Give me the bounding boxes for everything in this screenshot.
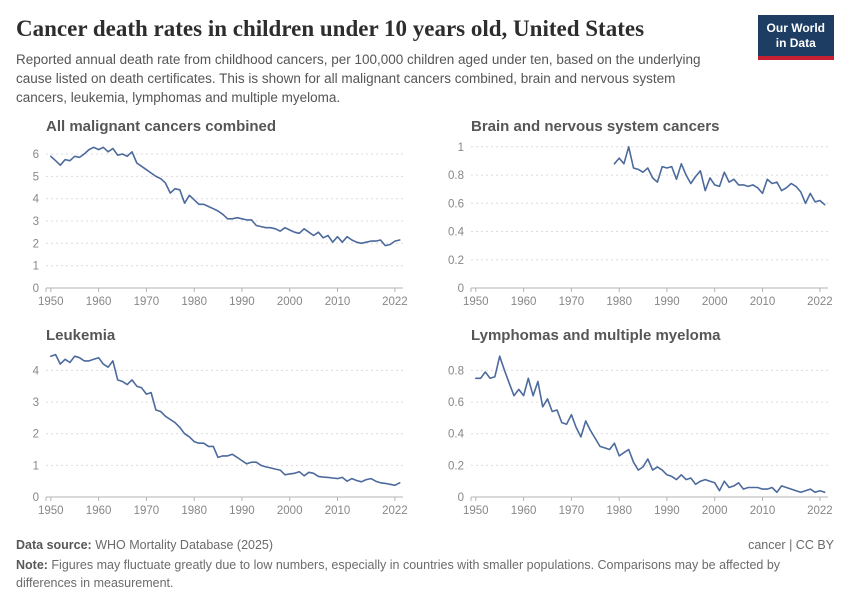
y-tick-label: 0.8 <box>448 366 464 378</box>
x-tick-label: 2022 <box>807 296 833 308</box>
y-tick-label: 1 <box>33 461 39 473</box>
x-tick-label: 2022 <box>382 505 408 517</box>
y-tick-label: 1 <box>458 142 464 154</box>
y-tick-label: 6 <box>33 149 39 161</box>
facet-lymphomas-myeloma: Lymphomas and multiple myeloma 0 0.2 0.4 0.… <box>441 327 836 528</box>
facet-title: Lymphomas and multiple myeloma <box>471 327 721 345</box>
y-tick-label: 0.4 <box>448 227 465 239</box>
x-tick-label: 1960 <box>86 505 112 517</box>
chart-footer: Data source: WHO Mortality Database (202… <box>16 538 834 593</box>
x-tick-label: 1960 <box>86 296 112 308</box>
y-tick-label: 0.2 <box>448 255 464 267</box>
x-tick-label: 1990 <box>229 296 255 308</box>
x-tick-label: 2022 <box>807 505 833 517</box>
y-tick-label: 2 <box>33 429 39 441</box>
y-tick-label: 1 <box>33 261 39 273</box>
owid-logo-line2: in Data <box>775 36 816 50</box>
data-source: Data source: WHO Mortality Database (202… <box>16 538 273 552</box>
data-source-label: Data source: <box>16 538 92 553</box>
footnote: Note: Figures may fluctuate greatly due … <box>16 557 834 593</box>
facet-all-malignant-cancers: All malignant cancers combined 0 1 2 3 4 5 6 19… <box>16 118 411 319</box>
facet-brain-nervous-system: Brain and nervous system cancers 0 0.2 0.4… <box>441 118 836 319</box>
x-tick-label: 1970 <box>559 505 585 517</box>
license-text[interactable]: cancer | CC BY <box>748 538 834 553</box>
x-tick-label: 1950 <box>463 505 489 517</box>
y-tick-label: 0 <box>33 283 39 295</box>
x-tick-label: 2000 <box>277 505 303 517</box>
x-tick-label: 1950 <box>38 296 64 308</box>
x-tick-label: 1980 <box>181 296 207 308</box>
line-chart-all-malignant-cancers: 0 1 2 3 4 5 6 1950 1960 1970 1980 1990 2000 2010 2022 <box>33 146 408 308</box>
x-tick-label: 1960 <box>511 505 537 517</box>
facet-title: All malignant cancers combined <box>46 118 277 136</box>
y-tick-label: 0.8 <box>448 170 464 182</box>
x-tick-label: 1990 <box>654 296 680 308</box>
y-tick-label: 3 <box>33 397 39 409</box>
header-text-block: Cancer death rates in children under 10 … <box>16 12 706 116</box>
owid-logo[interactable]: Our World in Data <box>757 15 834 60</box>
x-tick-label: 2000 <box>277 296 303 308</box>
data-line <box>49 353 401 487</box>
data-source-value[interactable]: WHO Mortality Database (2025) <box>91 538 274 553</box>
y-tick-label: 0.6 <box>448 198 464 210</box>
x-tick-label: 1970 <box>134 296 160 308</box>
x-tick-label: 2010 <box>750 296 776 308</box>
data-line <box>474 355 826 494</box>
y-tick-label: 5 <box>33 172 39 184</box>
x-tick-label: 1970 <box>134 505 160 517</box>
y-tick-label: 4 <box>33 194 40 206</box>
page-title: Cancer death rates in children under 10 … <box>16 16 645 41</box>
facet-leukemia: Leukemia 0 1 2 3 4 1950 1960 1970 1980 1990 2000 20… <box>16 327 411 528</box>
x-tick-label: 1990 <box>229 505 255 517</box>
footnote-text: Figures may fluctuate greatly due to low… <box>16 558 781 590</box>
x-tick-label: 2010 <box>325 296 351 308</box>
line-chart-leukemia: 0 1 2 3 4 1950 1960 1970 1980 1990 2000 2010 2022 <box>33 353 408 517</box>
x-tick-label: 1950 <box>38 505 64 517</box>
data-line <box>49 146 401 247</box>
facet-title: Leukemia <box>46 327 116 345</box>
data-line <box>613 146 826 206</box>
y-tick-label: 0.4 <box>448 429 465 441</box>
owid-logo-line1: Our World <box>766 21 825 35</box>
x-tick-label: 2010 <box>325 505 351 517</box>
x-tick-label: 1970 <box>559 296 585 308</box>
line-chart-lymphomas-myeloma: 0 0.2 0.4 0.6 0.8 1950 1960 1970 1980 1990 2000 201… <box>448 355 833 517</box>
x-tick-label: 1990 <box>654 505 680 517</box>
x-tick-label: 2000 <box>702 505 728 517</box>
source-row: Data source: WHO Mortality Database (202… <box>16 538 834 552</box>
y-tick-label: 0.6 <box>448 397 464 409</box>
x-tick-label: 1980 <box>181 505 207 517</box>
y-tick-label: 4 <box>33 366 40 378</box>
x-tick-label: 2022 <box>382 296 408 308</box>
x-tick-label: 1980 <box>606 296 632 308</box>
y-tick-label: 0 <box>458 283 464 295</box>
facet-grid: All malignant cancers combined 0 1 2 3 4 5 6 19… <box>16 118 834 528</box>
y-tick-label: 2 <box>33 238 39 250</box>
y-tick-label: 0 <box>33 492 39 504</box>
line-chart-brain-nervous-system: 0 0.2 0.4 0.6 0.8 1 1950 1960 1970 1980 1990 2000 20… <box>448 142 833 308</box>
facet-title: Brain and nervous system cancers <box>471 118 720 136</box>
x-tick-label: 2010 <box>750 505 776 517</box>
y-tick-label: 0.2 <box>448 461 464 473</box>
x-tick-label: 2000 <box>702 296 728 308</box>
chart-subtitle: Reported annual death rate from childhoo… <box>16 52 701 106</box>
y-tick-label: 0 <box>458 492 464 504</box>
x-tick-label: 1960 <box>511 296 537 308</box>
chart-header: Cancer death rates in children under 10 … <box>16 12 834 116</box>
y-tick-label: 3 <box>33 216 39 228</box>
x-tick-label: 1980 <box>606 505 632 517</box>
footnote-label: Note: <box>16 558 48 573</box>
x-tick-label: 1950 <box>463 296 489 308</box>
